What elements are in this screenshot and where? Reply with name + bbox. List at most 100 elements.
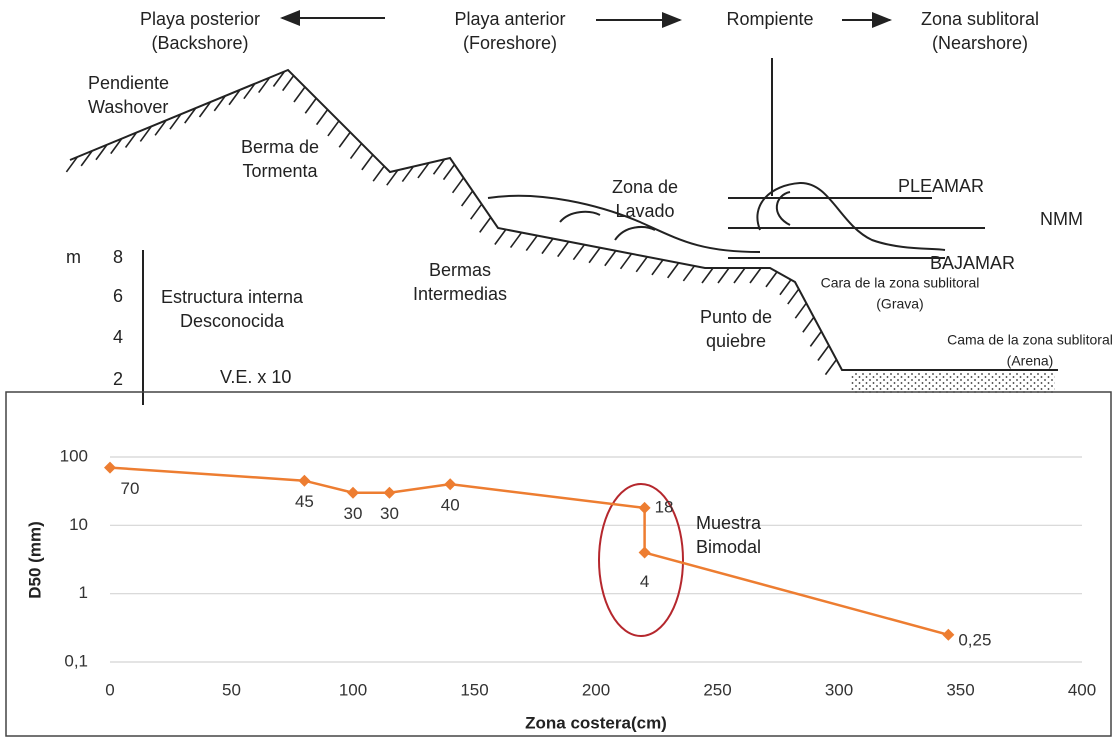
diagram-label: (Grava) bbox=[876, 296, 923, 312]
x-tick-label: 200 bbox=[582, 680, 610, 699]
hatch bbox=[293, 86, 306, 103]
y-tick-label: 100 bbox=[60, 446, 88, 465]
hatch bbox=[557, 241, 570, 258]
x-tick-label: 400 bbox=[1068, 680, 1096, 699]
scale-label: 8 bbox=[113, 247, 123, 267]
hatch bbox=[282, 75, 295, 92]
hatch bbox=[213, 95, 226, 112]
swash bbox=[614, 226, 656, 241]
hatch bbox=[139, 125, 152, 142]
hatch bbox=[682, 265, 696, 282]
diagram-label: Desconocida bbox=[180, 311, 285, 331]
data-label: 45 bbox=[295, 492, 314, 511]
hatch bbox=[184, 107, 197, 124]
hatch bbox=[470, 203, 483, 220]
hatch bbox=[372, 165, 385, 182]
diagram-label: Intermedias bbox=[413, 284, 507, 304]
diagram-label: PLEAMAR bbox=[898, 176, 984, 196]
diagram-label: Bermas bbox=[429, 260, 491, 280]
hatch bbox=[361, 154, 374, 171]
hatch bbox=[541, 238, 554, 255]
diagram-label: V.E. x 10 bbox=[220, 367, 291, 387]
data-point bbox=[347, 486, 359, 499]
diagram-label: Playa anterior bbox=[454, 9, 565, 29]
hatch bbox=[169, 113, 182, 130]
hatch bbox=[651, 259, 664, 276]
x-tick-label: 350 bbox=[946, 680, 974, 699]
hatch bbox=[494, 229, 507, 245]
hatch bbox=[635, 256, 648, 273]
diagram-label: Rompiente bbox=[726, 9, 813, 29]
highlight-ellipse bbox=[598, 483, 684, 637]
hatch bbox=[749, 267, 762, 284]
hatch bbox=[315, 109, 329, 126]
annotation: Bimodal bbox=[696, 537, 761, 557]
data-label: 70 bbox=[121, 479, 140, 498]
diagram-label: BAJAMAR bbox=[930, 253, 1015, 273]
hatch bbox=[65, 156, 79, 173]
swash bbox=[487, 194, 761, 253]
chart-frame bbox=[5, 391, 1112, 737]
data-point bbox=[638, 546, 651, 559]
hatch bbox=[338, 131, 351, 148]
hatch bbox=[787, 288, 800, 305]
data-label: 30 bbox=[380, 504, 399, 523]
data-point bbox=[638, 501, 651, 514]
diagram-label: Cama de la zona sublitoral bbox=[947, 332, 1113, 348]
wave bbox=[775, 191, 791, 226]
diagram-label: Berma de bbox=[241, 137, 319, 157]
x-tick-label: 250 bbox=[703, 680, 731, 699]
diagram-label: Punto de bbox=[700, 307, 772, 327]
hatch bbox=[80, 150, 93, 167]
diagram-label: Cara de la zona sublitoral bbox=[821, 275, 980, 291]
x-tick-label: 100 bbox=[339, 680, 367, 699]
hatch bbox=[572, 244, 586, 261]
y-tick-label: 0,1 bbox=[64, 651, 88, 670]
annotation: Muestra bbox=[696, 513, 762, 533]
hatch bbox=[509, 232, 523, 249]
hatch bbox=[243, 83, 256, 100]
hatch bbox=[525, 235, 538, 252]
line-series bbox=[109, 466, 949, 637]
diagram-label: quiebre bbox=[706, 331, 766, 351]
chart: 0,1 1 10 100 0 50 100 150 200 250 300 350 400 Zona co… bbox=[25, 446, 1096, 732]
hatch bbox=[198, 101, 212, 118]
hatch bbox=[304, 97, 317, 114]
hatch bbox=[717, 267, 730, 284]
hatch bbox=[588, 247, 601, 264]
hatching bbox=[65, 70, 838, 376]
diagram-label: Tormenta bbox=[242, 161, 318, 181]
hatch bbox=[401, 166, 415, 183]
diagram-label: Lavado bbox=[615, 201, 674, 221]
hatch bbox=[460, 190, 474, 207]
hatch bbox=[95, 144, 108, 161]
hatch bbox=[817, 345, 830, 361]
x-tick-label: 50 bbox=[222, 680, 241, 699]
hatch bbox=[386, 169, 399, 186]
hatch bbox=[228, 89, 241, 106]
hatch bbox=[701, 267, 714, 284]
data-label: 0,25 bbox=[958, 630, 991, 649]
hatch bbox=[765, 271, 778, 288]
hatch bbox=[794, 302, 807, 319]
hatch bbox=[432, 158, 446, 175]
hatch bbox=[733, 267, 746, 284]
sand bbox=[850, 373, 1055, 393]
hatch bbox=[824, 359, 838, 376]
diagram-label: Estructura interna bbox=[161, 287, 304, 307]
hatch bbox=[809, 330, 823, 347]
data-point bbox=[444, 478, 457, 491]
y-tick-label: 10 bbox=[69, 515, 88, 534]
diagram-label: (Arena) bbox=[1007, 353, 1054, 369]
hatch bbox=[110, 138, 123, 155]
diagram-label: m bbox=[66, 247, 81, 267]
scale-label: 6 bbox=[113, 286, 123, 306]
y-tick-label: 1 bbox=[79, 583, 88, 602]
diagram-label: NMM bbox=[1040, 209, 1083, 229]
x-axis-label: Zona costera(cm) bbox=[525, 713, 667, 732]
diagram-art: Playa posterior (Backshore) Playa anterior… bbox=[65, 9, 1113, 405]
data-point bbox=[383, 486, 396, 499]
y-axis-label: D50 (mm) bbox=[25, 521, 44, 598]
hatch bbox=[667, 262, 680, 279]
diagram-label: Playa posterior bbox=[140, 9, 260, 29]
